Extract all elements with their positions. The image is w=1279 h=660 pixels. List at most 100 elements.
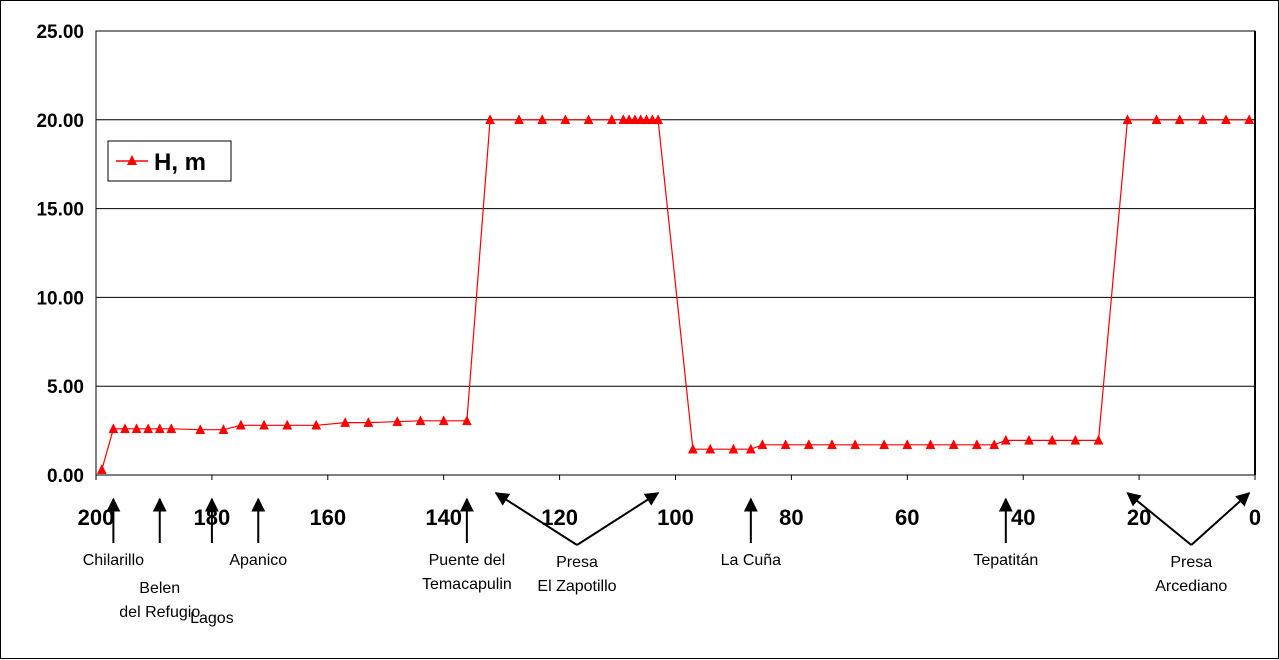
data-point xyxy=(485,114,495,125)
annotation-label: Arcediano xyxy=(1155,578,1227,595)
plot-area xyxy=(95,30,1256,476)
data-point xyxy=(948,439,959,450)
annotation: Presa Arcediano xyxy=(1126,492,1251,595)
annotation: Chilarillo xyxy=(83,497,144,569)
data-point xyxy=(154,423,165,434)
data-point xyxy=(653,114,664,125)
data-point xyxy=(340,417,351,427)
x-tick-label: 40 xyxy=(1011,505,1035,530)
annotation-label: La Cuña xyxy=(721,552,782,569)
data-point xyxy=(1244,114,1255,125)
data-point xyxy=(705,443,716,454)
annotation-label: Apanico xyxy=(229,552,287,569)
annotation: Lagos xyxy=(190,497,234,627)
data-point xyxy=(259,419,269,430)
data-point xyxy=(1122,114,1133,125)
annotation: Presa El Zapotillo xyxy=(494,492,660,595)
data-point xyxy=(902,439,913,450)
data-point xyxy=(757,439,768,450)
data-point xyxy=(989,439,1000,450)
annotation-arrow xyxy=(1190,492,1251,546)
y-tick-labels: 0.00 5.00 10.00 15.00 20.00 25.00 xyxy=(36,22,84,487)
data-point xyxy=(971,439,982,450)
data-point xyxy=(728,443,739,454)
data-point xyxy=(363,417,374,427)
data-point xyxy=(803,439,814,450)
x-tick-label: 140 xyxy=(425,505,462,530)
data-point xyxy=(235,419,246,430)
data-point xyxy=(925,439,936,450)
annotation-label: Presa xyxy=(1170,554,1212,571)
data-point xyxy=(131,423,142,434)
annotation: Puente del Temacapulin xyxy=(422,497,512,593)
x-tick-label: 160 xyxy=(309,505,346,530)
data-point xyxy=(537,114,548,125)
legend: H, m xyxy=(107,140,232,182)
data-point xyxy=(606,114,617,125)
x-tick-label: 100 xyxy=(657,505,694,530)
data-point xyxy=(438,415,449,426)
data-point xyxy=(1093,434,1104,445)
data-point xyxy=(879,439,890,450)
y-tick-label: 10.00 xyxy=(36,288,84,309)
data-point xyxy=(514,114,524,125)
x-tick-label: 60 xyxy=(895,505,919,530)
data-point xyxy=(143,423,154,434)
axes xyxy=(95,30,1256,480)
annotation-label: Temacapulin xyxy=(422,576,512,593)
series-line xyxy=(101,119,1250,470)
data-point xyxy=(166,423,177,434)
annotation: Belen del Refugio xyxy=(119,497,200,621)
data-point xyxy=(120,423,130,434)
annotation-arrow xyxy=(494,492,578,546)
data-point xyxy=(392,416,403,426)
y-tick-label: 25.00 xyxy=(36,22,84,43)
annotation-label: Puente del xyxy=(429,552,506,569)
grid-lines xyxy=(96,119,1255,387)
data-point xyxy=(108,423,119,434)
annotation-label: Belen xyxy=(139,580,180,597)
annotation: Apanico xyxy=(229,497,287,569)
annotation-label: Presa xyxy=(556,554,598,571)
data-point xyxy=(583,114,594,125)
data-point xyxy=(461,415,472,426)
annotation-label: Chilarillo xyxy=(83,552,144,569)
data-series xyxy=(96,114,1255,474)
data-point xyxy=(282,419,293,430)
data-point xyxy=(218,424,229,434)
data-point xyxy=(560,114,571,125)
x-tick-label: 200 xyxy=(78,505,115,530)
data-point xyxy=(1151,114,1162,125)
data-point xyxy=(780,439,791,450)
data-point xyxy=(850,439,861,450)
data-point xyxy=(1197,114,1208,125)
data-point xyxy=(415,415,426,426)
data-point xyxy=(195,424,206,434)
annotation-arrow xyxy=(1126,492,1192,546)
annotation-label: del Refugio xyxy=(119,604,200,621)
data-point xyxy=(827,439,837,450)
y-tick-label: 5.00 xyxy=(47,377,84,398)
annotation-label: El Zapotillo xyxy=(537,578,616,595)
data-point xyxy=(1070,434,1081,445)
y-tick-label: 20.00 xyxy=(36,111,84,132)
y-tick-label: 15.00 xyxy=(36,200,84,221)
data-point xyxy=(687,443,698,454)
annotation: La Cuña xyxy=(721,497,782,569)
legend-label: H, m xyxy=(154,149,206,176)
data-point xyxy=(1047,434,1058,445)
data-point xyxy=(1174,114,1185,125)
x-tick-label: 80 xyxy=(779,505,803,530)
data-point xyxy=(1221,114,1231,125)
y-tick-label: 0.00 xyxy=(47,466,84,487)
data-point xyxy=(311,419,322,430)
data-point xyxy=(1024,434,1034,445)
annotation-label: Tepatitán xyxy=(973,552,1038,569)
annotation: Tepatitán xyxy=(973,497,1038,569)
legend-marker xyxy=(127,155,137,165)
x-tick-label: 0 xyxy=(1249,505,1261,530)
data-point xyxy=(745,443,756,454)
